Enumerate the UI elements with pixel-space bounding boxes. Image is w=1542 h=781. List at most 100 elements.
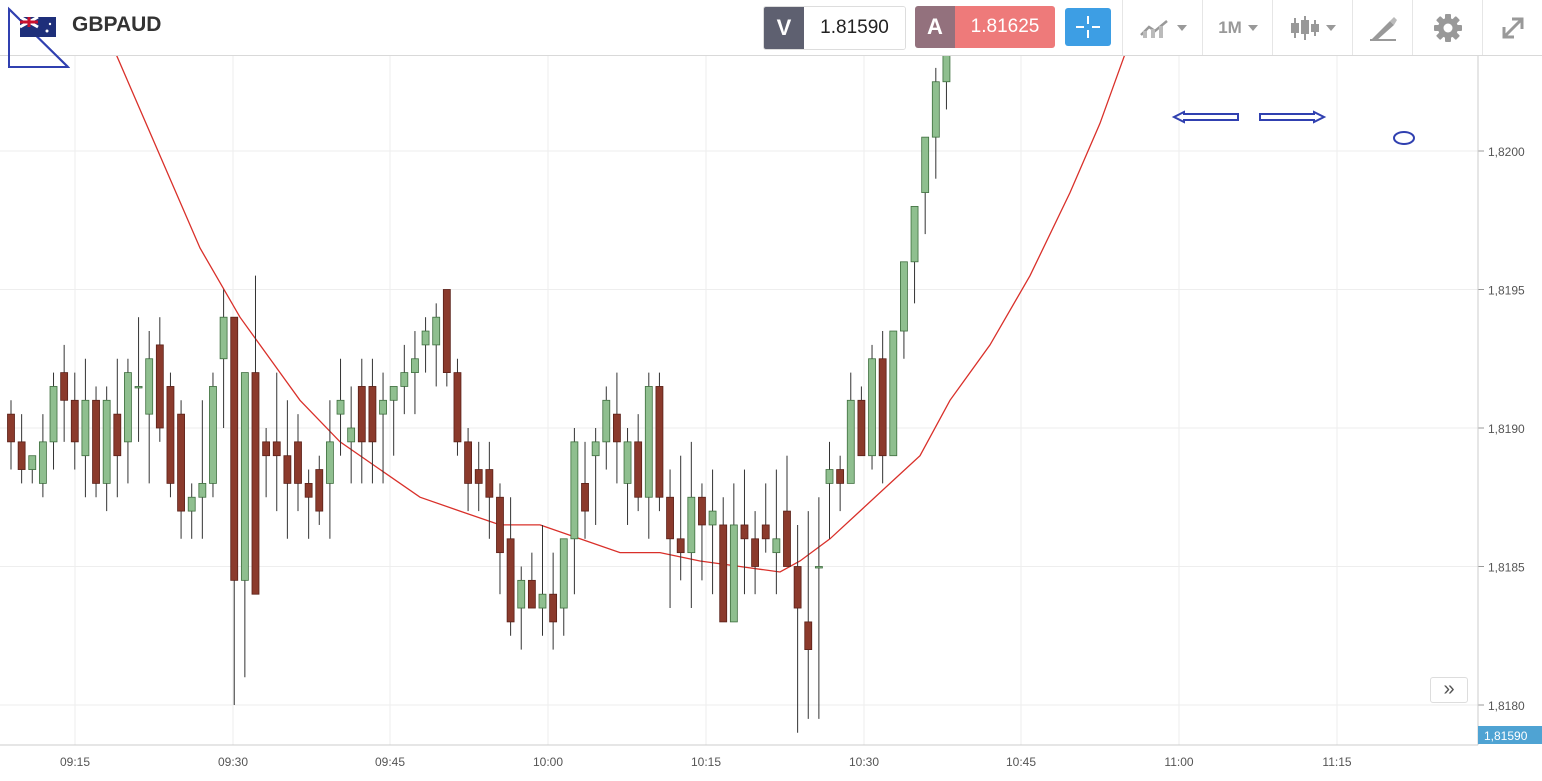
candle-body [177, 413, 185, 512]
annotations [1171, 110, 1415, 145]
candle-body [368, 386, 377, 443]
candle [708, 469, 717, 595]
scroll-to-latest-button[interactable]: » [1430, 677, 1468, 703]
candle-body [124, 372, 132, 443]
candle [591, 428, 600, 525]
candle [836, 455, 845, 512]
candle [389, 386, 398, 456]
candle-body [81, 399, 90, 457]
chevron-down-icon [1177, 24, 1187, 31]
candle-body [336, 399, 345, 415]
candle-body [846, 399, 855, 484]
candle-body [411, 358, 419, 374]
x-tick-label: 10:45 [1006, 755, 1036, 769]
candles [7, 0, 1118, 733]
candle [634, 414, 643, 512]
candle [102, 386, 111, 512]
candle-body [485, 469, 494, 498]
candle [793, 524, 802, 733]
y-tick-label: 1,8190 [1488, 422, 1525, 436]
bid-price-tag: 1,81590 [1478, 726, 1542, 744]
candle [155, 317, 164, 442]
candle [538, 524, 547, 636]
candle [676, 455, 685, 581]
candle-body [304, 482, 313, 498]
candle [889, 330, 898, 457]
candle [442, 289, 451, 387]
candle-style-button[interactable] [1272, 0, 1353, 55]
candle-body [708, 510, 717, 526]
candle [464, 428, 472, 512]
candle-body [825, 469, 834, 484]
candle-body [219, 316, 228, 360]
candle-body [772, 538, 781, 554]
candle-body [134, 386, 143, 389]
candle-body [442, 289, 451, 373]
candle [581, 441, 589, 539]
candle-body [49, 386, 58, 443]
candle [432, 303, 441, 387]
candle-body [868, 358, 876, 457]
candle [900, 261, 908, 359]
candle-body [496, 496, 504, 554]
candle-body [804, 621, 813, 651]
candle-body [857, 399, 866, 457]
sell-button[interactable]: V 1.81590 [763, 6, 906, 50]
candle [177, 400, 185, 539]
candle-body [655, 386, 664, 498]
candle-body [262, 441, 271, 457]
candle-body [517, 579, 526, 609]
candle [283, 400, 292, 539]
x-tick-label: 09:45 [375, 755, 405, 769]
candle-body [166, 386, 175, 484]
candle [315, 455, 324, 525]
timeframe-label: 1M [1218, 17, 1242, 37]
candle-body [900, 261, 908, 332]
candle [411, 331, 419, 415]
candle-body [783, 510, 791, 567]
fullscreen-button[interactable] [1482, 0, 1542, 55]
candle [28, 455, 37, 484]
settings-button[interactable] [1412, 0, 1483, 55]
chart-type-button[interactable] [1122, 0, 1203, 55]
crosshair-button[interactable] [1065, 8, 1111, 46]
candle-body [719, 524, 728, 623]
buy-price: 1.81625 [955, 6, 1055, 48]
candle-body [570, 441, 579, 540]
candle-body [60, 372, 69, 401]
arrow-right-annotation [1259, 110, 1327, 124]
grid [0, 12, 1478, 745]
candle-body [92, 399, 100, 484]
candle [325, 400, 334, 539]
candle-body [347, 427, 356, 443]
crosshair-icon [1076, 16, 1100, 38]
timeframe-button[interactable]: 1M [1202, 0, 1273, 55]
candle [666, 469, 674, 609]
arrow-left-annotation [1171, 110, 1239, 124]
candle-body [187, 496, 196, 512]
candle-body [272, 441, 281, 457]
gb-au-flag-icon [20, 17, 56, 37]
candle [570, 428, 579, 595]
candle [846, 372, 855, 484]
candle-body [527, 579, 536, 609]
candle-body [113, 413, 122, 457]
candle [814, 497, 823, 719]
time-axis: 09:15 09:30 09:45 10:00 10:15 10:30 10:45 11:00… [0, 744, 1478, 769]
x-tick-label: 09:15 [60, 755, 90, 769]
candle [506, 497, 515, 636]
candlestick-icon [1291, 15, 1319, 40]
drawing-tools-button[interactable] [1352, 0, 1413, 55]
candle [496, 483, 504, 595]
candle-body [698, 496, 706, 526]
candle [740, 469, 749, 595]
buy-button[interactable]: A 1.81625 [915, 6, 1055, 48]
x-tick-label: 10:30 [849, 755, 879, 769]
symbol-title: GBPAUD [72, 13, 162, 36]
candle-body [464, 441, 472, 484]
candle-body [676, 538, 685, 554]
candle-body [432, 316, 441, 346]
candle-body [644, 386, 653, 498]
candle-body [591, 441, 600, 457]
